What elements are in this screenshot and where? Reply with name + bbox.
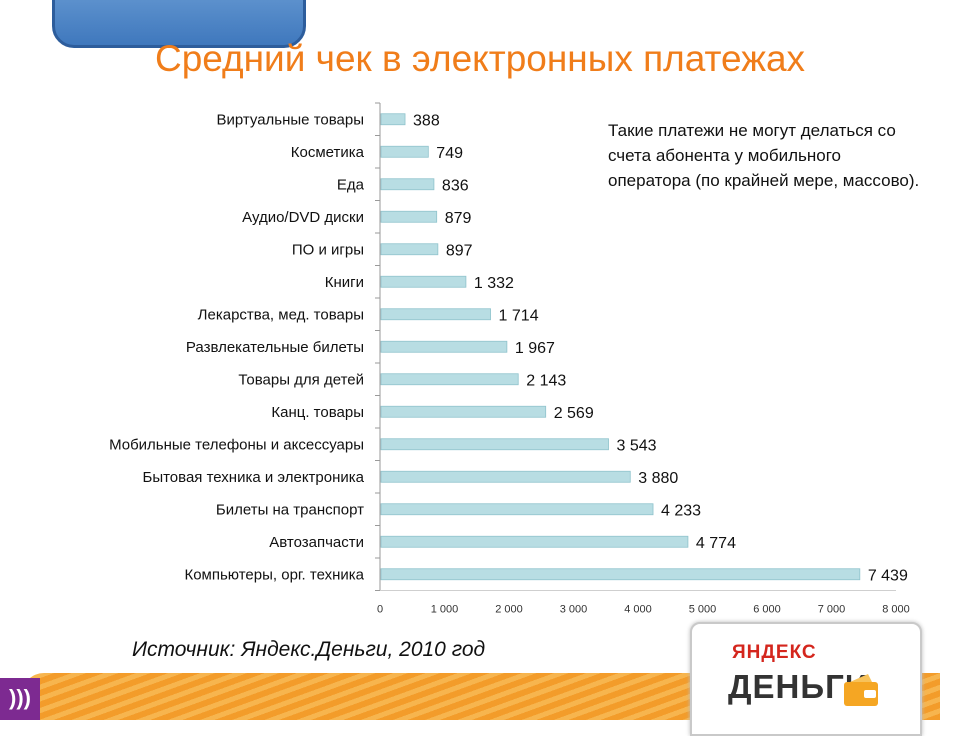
bar	[380, 145, 429, 158]
bar	[380, 275, 467, 288]
bar	[380, 503, 654, 516]
source-caption: Источник: Яндекс.Деньги, 2010 год	[132, 638, 486, 661]
bar	[380, 113, 406, 126]
data-label: 1 714	[499, 307, 539, 324]
category-label: Книги	[325, 274, 364, 291]
x-tick-label: 5 000	[689, 604, 717, 616]
x-tick-label: 4 000	[624, 604, 652, 616]
category-label: ПО и игры	[292, 241, 364, 258]
data-label: 879	[445, 210, 472, 227]
data-label: 7 439	[868, 567, 908, 584]
bar-chart: Виртуальные товары 388 Косметика 749 Еда 836 А…	[109, 102, 910, 616]
data-label: 1 332	[474, 275, 514, 292]
bar	[380, 178, 435, 191]
category-label: Мобильные телефоны и аксессуары	[109, 436, 364, 453]
bar	[380, 438, 609, 451]
data-label: 388	[413, 112, 440, 129]
category-label: Развлекательные билеты	[186, 339, 364, 356]
category-label: Бытовая техника и электроника	[142, 469, 364, 486]
category-label: Канц. товары	[271, 404, 364, 421]
data-label: 2 143	[526, 372, 566, 389]
category-label: Товары для детей	[238, 371, 364, 388]
data-label: 4 774	[696, 535, 736, 552]
category-label: Компьютеры, орг. техника	[184, 566, 364, 583]
bar	[380, 568, 861, 581]
bar	[380, 373, 519, 386]
bar	[380, 470, 631, 483]
category-label: Автозапчасти	[269, 534, 364, 551]
category-label: Билеты на транспорт	[216, 501, 364, 518]
bar	[380, 535, 689, 548]
x-tick-label: 8 000	[882, 604, 910, 616]
data-label: 897	[446, 242, 473, 259]
data-label: 3 880	[638, 470, 678, 487]
data-label: 749	[436, 145, 463, 162]
data-label: 3 543	[617, 437, 657, 454]
header-tab-decoration	[52, 0, 306, 48]
x-tick-label: 2 000	[495, 604, 523, 616]
yandex-money-logo: ЯНДЕКС ДЕНЬГИ	[690, 622, 922, 736]
sound-waves-icon: )))	[0, 678, 40, 720]
x-tick-label: 7 000	[818, 604, 846, 616]
bar	[380, 210, 438, 223]
wallet-icon	[844, 674, 878, 706]
logo-top-text: ЯНДЕКС	[732, 642, 817, 663]
x-tick-label: 1 000	[431, 604, 459, 616]
x-tick-label: 6 000	[753, 604, 781, 616]
bar	[380, 405, 547, 418]
category-label: Лекарства, мед. товары	[198, 306, 364, 323]
x-tick-label: 3 000	[560, 604, 588, 616]
slide-title: Средний чек в электронных платежах	[154, 38, 806, 79]
data-label: 2 569	[554, 405, 594, 422]
x-tick-label: 0	[377, 604, 383, 616]
bar	[380, 340, 508, 353]
data-label: 4 233	[661, 502, 701, 519]
data-label: 1 967	[515, 340, 555, 357]
data-label: 836	[442, 177, 469, 194]
category-label: Еда	[337, 176, 365, 193]
bar	[380, 243, 439, 256]
category-label: Виртуальные товары	[216, 111, 364, 128]
category-label: Косметика	[291, 144, 365, 161]
bar	[380, 308, 491, 321]
category-label: Аудио/DVD диски	[242, 209, 364, 226]
chart-note: Такие платежи не могут делаться со счета…	[608, 121, 920, 190]
